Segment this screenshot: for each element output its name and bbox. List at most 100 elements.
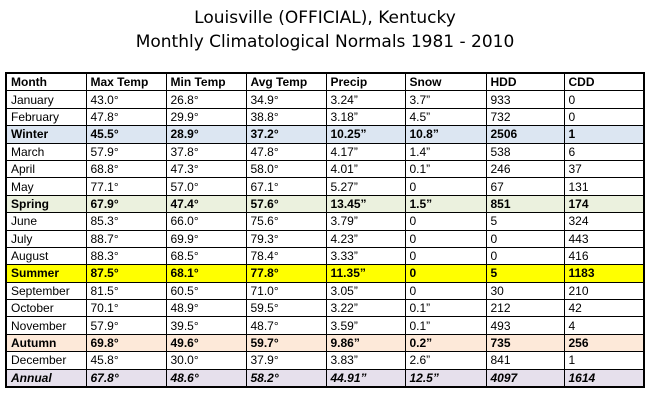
cell-month: October: [5, 299, 87, 318]
cell-min-temp: 49.6°: [165, 333, 247, 353]
cell-month: July: [5, 229, 87, 248]
cell-precip: 9.86”: [325, 333, 406, 353]
column-header-cdd: CDD: [563, 72, 645, 92]
cell-snow: 0.1”: [404, 316, 487, 335]
column-header-avg-temp: Avg Temp: [245, 72, 327, 92]
cell-precip: 13.45”: [325, 194, 406, 214]
cell-hdd: 735: [485, 333, 565, 353]
page-title: Louisville (OFFICIAL), Kentucky: [194, 8, 456, 28]
cell-month: May: [5, 177, 87, 196]
cell-cdd: 6: [563, 142, 645, 161]
cell-hdd: 538: [485, 142, 565, 161]
cell-min-temp: 68.5°: [165, 246, 247, 266]
cell-cdd: 256: [563, 333, 645, 353]
cell-max-temp: 69.8°: [85, 333, 167, 353]
cell-hdd: 212: [485, 299, 565, 318]
cell-min-temp: 60.5°: [165, 281, 247, 301]
cell-cdd: 37: [563, 159, 645, 179]
cell-precip: 4.23”: [325, 229, 406, 248]
cell-cdd: 1: [563, 125, 645, 144]
cell-snow: 4.5”: [404, 107, 487, 127]
cell-hdd: 5: [485, 212, 565, 231]
cell-avg-temp: 47.8°: [245, 142, 327, 161]
cell-min-temp: 29.9°: [165, 107, 247, 127]
cell-month: April: [5, 159, 87, 179]
cell-precip: 3.24”: [325, 90, 406, 109]
cell-month: June: [5, 212, 87, 231]
cell-hdd: 851: [485, 194, 565, 214]
cell-min-temp: 39.5°: [165, 316, 247, 335]
cell-precip: 3.22”: [325, 299, 406, 318]
cell-avg-temp: 37.2°: [245, 125, 327, 144]
cell-avg-temp: 75.6°: [245, 212, 327, 231]
cell-month: September: [5, 281, 87, 301]
cell-snow: 0: [404, 264, 487, 283]
cell-precip: 3.59”: [325, 316, 406, 335]
cell-avg-temp: 58.0°: [245, 159, 327, 179]
cell-snow: 0.1”: [404, 299, 487, 318]
cell-precip: 5.27”: [325, 177, 406, 196]
cell-min-temp: 48.9°: [165, 299, 247, 318]
cell-min-temp: 47.3°: [165, 159, 247, 179]
cell-snow: 2.6”: [404, 351, 487, 370]
cell-min-temp: 57.0°: [165, 177, 247, 196]
cell-cdd: 1183: [563, 264, 645, 283]
cell-min-temp: 47.4°: [165, 194, 247, 214]
cell-min-temp: 37.8°: [165, 142, 247, 161]
cell-cdd: 131: [563, 177, 645, 196]
spring-summary-row: Spring 67.9° 47.4° 57.6° 13.45” 1.5” 851 174: [5, 194, 645, 214]
cell-snow: 3.7”: [404, 90, 487, 109]
cell-snow: 0: [404, 281, 487, 301]
cell-hdd: 493: [485, 316, 565, 335]
cell-hdd: 67: [485, 177, 565, 196]
cell-max-temp: 85.3°: [85, 212, 167, 231]
annual-summary-row: Annual 67.8° 48.6° 58.2° 44.91” 12.5” 4097 1614: [5, 368, 645, 388]
cell-precip: 3.79”: [325, 212, 406, 231]
cell-avg-temp: 71.0°: [245, 281, 327, 301]
cell-cdd: 210: [563, 281, 645, 301]
table-row: December 45.8° 30.0° 37.9° 3.83” 2.6” 841 1: [5, 351, 645, 370]
cell-max-temp: 47.8°: [85, 107, 167, 127]
column-header-precip: Precip: [325, 72, 406, 92]
cell-cdd: 0: [563, 90, 645, 109]
cell-snow: 0.2”: [404, 333, 487, 353]
cell-precip: 3.05”: [325, 281, 406, 301]
table-row: March 57.9° 37.8° 47.8° 4.17” 1.4” 538 6: [5, 142, 645, 161]
cell-max-temp: 77.1°: [85, 177, 167, 196]
table-row: July 88.7° 69.9° 79.3° 4.23” 0 0 443: [5, 229, 645, 248]
cell-snow: 1.4”: [404, 142, 487, 161]
cell-avg-temp: 57.6°: [245, 194, 327, 214]
cell-month: August: [5, 246, 87, 266]
cell-avg-temp: 79.3°: [245, 229, 327, 248]
cell-snow: 0: [404, 212, 487, 231]
cell-cdd: 42: [563, 299, 645, 318]
cell-max-temp: 43.0°: [85, 90, 167, 109]
cell-max-temp: 68.8°: [85, 159, 167, 179]
cell-month: Spring: [5, 194, 87, 214]
cell-snow: 1.5”: [404, 194, 487, 214]
cell-snow: 0: [404, 229, 487, 248]
cell-snow: 0: [404, 177, 487, 196]
title-block: Louisville (OFFICIAL), Kentucky Monthly …: [0, 6, 650, 54]
cell-month: March: [5, 142, 87, 161]
cell-max-temp: 81.5°: [85, 281, 167, 301]
column-header-snow: Snow: [404, 72, 487, 92]
cell-hdd: 246: [485, 159, 565, 179]
cell-hdd: 4097: [485, 368, 565, 388]
table-row: February 47.8° 29.9° 38.8° 3.18” 4.5” 732 0: [5, 107, 645, 127]
cell-precip: 3.83”: [325, 351, 406, 370]
subtitle-text: Monthly Climatological Normals 1981 - 20…: [135, 32, 515, 52]
climate-normals-table: Month Max Temp Min Temp Avg Temp Precip Snow H…: [5, 72, 645, 389]
cell-month: November: [5, 316, 87, 335]
cell-max-temp: 57.9°: [85, 316, 167, 335]
cell-hdd: 841: [485, 351, 565, 370]
table-row: October 70.1° 48.9° 59.5° 3.22” 0.1” 212 42: [5, 299, 645, 318]
cell-avg-temp: 58.2°: [245, 368, 327, 388]
cell-precip: 44.91”: [325, 368, 406, 388]
cell-max-temp: 88.3°: [85, 246, 167, 266]
cell-avg-temp: 77.8°: [245, 264, 327, 283]
cell-max-temp: 70.1°: [85, 299, 167, 318]
cell-max-temp: 87.5°: [85, 264, 167, 283]
cell-avg-temp: 78.4°: [245, 246, 327, 266]
column-header-min-temp: Min Temp: [165, 72, 247, 92]
